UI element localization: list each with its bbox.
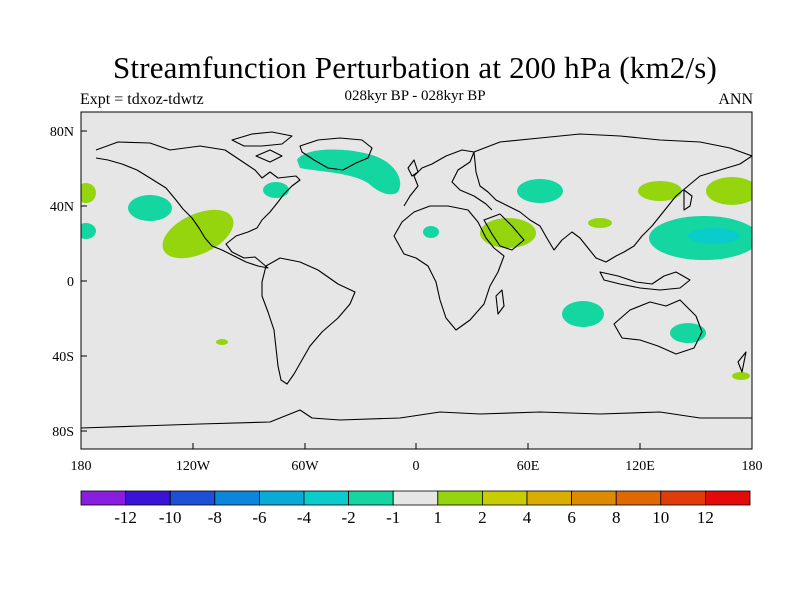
contour-northwest-pacific (706, 177, 752, 205)
colorbar-label: 2 (478, 508, 487, 527)
colorbar-swatch (214, 490, 260, 506)
contour-central-asia (517, 179, 563, 203)
colorbar-label: -1 (386, 508, 400, 527)
lat-tick-label: 40S (52, 350, 74, 365)
coastline-japan (683, 189, 693, 211)
colorbar-swatch (660, 490, 706, 506)
colorbar-swatch (526, 490, 572, 506)
coastline-south-america (261, 257, 356, 385)
coastline-arctic-islands (231, 131, 293, 163)
lon-tick-label: 180 (742, 459, 763, 474)
season-label: ANN (718, 91, 753, 108)
colorbar-label: -10 (159, 508, 182, 527)
colorbar-label: 1 (434, 508, 443, 527)
contour-south-america (216, 339, 228, 345)
coastline-north-america (95, 141, 301, 269)
contour-east-pacific (128, 195, 172, 221)
coastline-greenland (299, 137, 373, 171)
experiment-label: Expt = tdxoz-tdwtz (80, 91, 204, 108)
lon-tick-label: 60E (517, 459, 540, 474)
contour-indian-ocean (562, 301, 604, 327)
colorbar-label: -8 (208, 508, 222, 527)
contour-west-pacific-core (688, 228, 740, 244)
colorbar-label: 12 (697, 508, 714, 527)
colorbar-swatch (303, 490, 349, 506)
contour-australia (670, 323, 706, 343)
coastline-uk (407, 159, 419, 177)
lat-tick-label: 80S (52, 425, 74, 440)
latitude-ticks: 80N 40N 0 40S 80S (50, 125, 87, 440)
lat-tick-label: 0 (67, 275, 74, 290)
longitude-ticks: 180 120W 60W 0 60E 120E 180 (71, 443, 763, 474)
coastlines (81, 131, 752, 429)
contour-new-zealand (732, 372, 750, 380)
lat-tick-label: 40N (50, 200, 74, 215)
colorbar-label: -6 (252, 508, 266, 527)
colorbar-swatch (125, 490, 171, 506)
colorbar-label: -12 (114, 508, 137, 527)
coastline-new-zealand (737, 351, 747, 373)
lon-tick-label: 120E (625, 459, 655, 474)
contour-north-africa (423, 226, 439, 238)
colorbar-label: 6 (567, 508, 576, 527)
contour-mexico (162, 209, 234, 259)
coastline-madagascar (495, 289, 505, 315)
colorbar-swatch (392, 490, 439, 506)
contour-north-atlantic (297, 149, 401, 195)
coastline-africa (393, 205, 505, 331)
contour-india (588, 218, 612, 228)
colorbar: -12 -10 -8 -6 -4 -2 -1 1 2 4 6 8 10 12 (80, 490, 751, 527)
colorbar-label: -2 (342, 508, 356, 527)
contour-arabia (480, 218, 536, 248)
coastline-arabia (483, 213, 525, 251)
lon-tick-label: 0 (413, 459, 420, 474)
colorbar-swatch (258, 490, 305, 506)
colorbar-swatch (80, 490, 126, 506)
colorbar-swatch (348, 490, 394, 506)
coastline-asia (473, 133, 752, 263)
colorbar-swatch (169, 490, 216, 506)
coastline-australia (613, 299, 703, 355)
lon-tick-label: 120W (176, 459, 211, 474)
colorbar-swatch (615, 490, 662, 506)
colorbar-label: -4 (297, 508, 312, 527)
lon-tick-label: 60W (291, 459, 319, 474)
map-background (81, 112, 752, 449)
colorbar-swatch (705, 490, 751, 506)
colorbar-label: 4 (523, 508, 532, 527)
coastline-indonesia (599, 271, 691, 291)
colorbar-swatch (437, 490, 483, 506)
contour-fields (81, 149, 752, 380)
contour-east-asia (638, 181, 682, 201)
colorbar-label: 10 (652, 508, 669, 527)
colorbar-label: 8 (612, 508, 621, 527)
colorbar-swatch (571, 490, 617, 506)
contour-north-america (263, 182, 289, 198)
colorbar-swatch (481, 490, 528, 506)
contour-west-edge (81, 223, 96, 239)
coastline-europe (403, 149, 493, 211)
lat-tick-label: 80N (50, 125, 74, 140)
contour-west-edge-pos (81, 183, 96, 203)
plot-subtitle: 028kyr BP - 028kyr BP (344, 88, 486, 104)
coastline-antarctica (81, 409, 752, 429)
lon-tick-label: 180 (71, 459, 92, 474)
plot-title: Streamfunction Perturbation at 200 hPa (… (112, 50, 718, 85)
